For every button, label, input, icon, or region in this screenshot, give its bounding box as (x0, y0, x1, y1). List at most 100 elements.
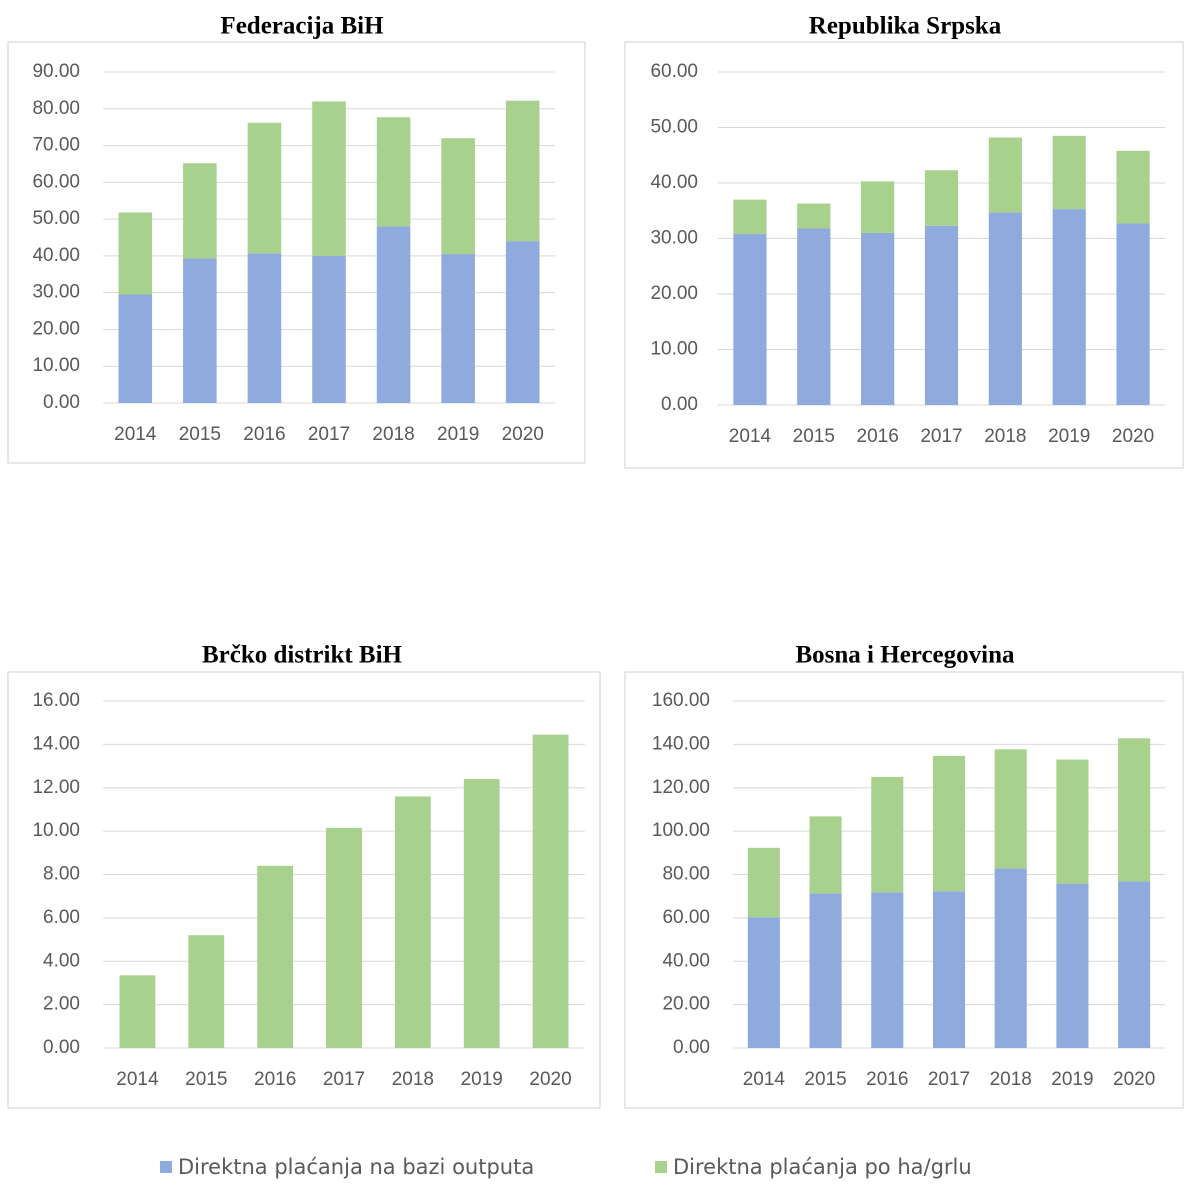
y-tick-label: 0.00 (43, 1037, 80, 1058)
bar-segment (441, 254, 475, 403)
bar-segment (183, 163, 217, 259)
y-tick-label: 20.00 (662, 994, 710, 1015)
bar-segment (118, 294, 153, 403)
y-tick-label: 70.00 (32, 135, 80, 156)
bar-segment (797, 203, 831, 229)
x-tick-label: 2014 (114, 424, 157, 445)
x-tick-label: 2016 (254, 1069, 296, 1090)
x-tick-label: 2016 (243, 424, 285, 445)
bar-segment (1056, 883, 1089, 1048)
x-tick-label: 2015 (793, 426, 835, 447)
legend-swatch (160, 1161, 172, 1173)
x-tick-label: 2018 (372, 424, 414, 445)
x-tick-label: 2019 (461, 1069, 503, 1090)
bar-segment (1052, 135, 1086, 210)
y-tick-label: 8.00 (43, 864, 80, 885)
y-tick-label: 16.00 (32, 690, 80, 711)
bar-segment (463, 779, 500, 1048)
x-tick-label: 2014 (743, 1069, 786, 1090)
x-tick-label: 2018 (392, 1069, 434, 1090)
bar-segment (747, 917, 780, 1048)
x-tick-label: 2020 (1113, 1069, 1155, 1090)
bar-segment (394, 796, 431, 1048)
bar-segment (994, 749, 1027, 869)
y-tick-label: 60.00 (662, 907, 710, 928)
y-tick-label: 4.00 (43, 950, 80, 971)
bar-segment (119, 975, 156, 1048)
bar-segment (532, 734, 569, 1048)
legend-swatch (655, 1161, 667, 1173)
bar-segment (924, 170, 959, 226)
bar-segment (247, 122, 282, 254)
x-tick-label: 2018 (990, 1069, 1032, 1090)
x-tick-label: 2014 (116, 1069, 159, 1090)
y-tick-label: 60.00 (32, 171, 80, 192)
x-tick-label: 2015 (804, 1069, 846, 1090)
y-tick-label: 30.00 (650, 228, 698, 249)
bar-segment (932, 891, 966, 1048)
panel-frame (7, 41, 586, 464)
legend-label: Direktna plaćanja po ha/grlu (673, 1155, 972, 1179)
bar-segment (312, 255, 346, 403)
y-tick-label: 80.00 (32, 98, 80, 119)
bar-segment (809, 893, 842, 1048)
x-tick-label: 2015 (179, 424, 221, 445)
x-tick-label: 2015 (185, 1069, 227, 1090)
bar-segment (924, 225, 959, 405)
bar-segment (861, 232, 895, 405)
x-tick-label: 2016 (866, 1069, 908, 1090)
bar-segment (1056, 759, 1089, 884)
bar-segment (747, 847, 780, 918)
y-tick-label: 10.00 (32, 820, 80, 841)
x-tick-label: 2020 (1112, 426, 1154, 447)
bar-segment (871, 776, 904, 893)
chart-title: Brčko distrikt BiH (202, 642, 403, 669)
bar-segment (505, 100, 540, 242)
bar-segment (326, 827, 362, 1048)
y-tick-label: 140.00 (652, 733, 710, 754)
y-tick-label: 20.00 (32, 318, 80, 339)
y-tick-label: 120.00 (652, 777, 710, 798)
bar-segment (312, 101, 346, 256)
bar-segment (797, 228, 831, 405)
y-tick-label: 0.00 (673, 1037, 710, 1058)
y-tick-label: 2.00 (43, 994, 80, 1015)
y-tick-label: 100.00 (652, 820, 710, 841)
x-tick-label: 2017 (323, 1069, 365, 1090)
x-tick-label: 2017 (308, 424, 350, 445)
bar-segment (118, 212, 153, 295)
x-tick-label: 2020 (502, 424, 544, 445)
bar-segment (988, 137, 1022, 213)
chart-title: Bosna i Hercegovina (796, 642, 1015, 669)
legend-label: Direktna plaćanja na bazi outputa (178, 1155, 534, 1179)
x-tick-label: 2017 (928, 1069, 970, 1090)
y-tick-label: 160.00 (652, 690, 710, 711)
y-tick-label: 30.00 (32, 282, 80, 303)
chart-title: Republika Srpska (809, 13, 1002, 40)
y-tick-label: 6.00 (43, 907, 80, 928)
y-tick-label: 0.00 (661, 394, 698, 415)
y-tick-label: 14.00 (32, 733, 80, 754)
bar-segment (1052, 209, 1086, 405)
bar-segment (733, 199, 767, 235)
bar-segment (247, 253, 282, 403)
panel-frame (624, 671, 1184, 1109)
y-tick-label: 60.00 (650, 61, 698, 82)
y-tick-label: 20.00 (650, 283, 698, 304)
y-tick-label: 50.00 (650, 117, 698, 138)
y-tick-label: 40.00 (662, 950, 710, 971)
bar-segment (183, 258, 217, 403)
bar-segment (861, 181, 895, 233)
y-tick-label: 50.00 (32, 208, 80, 229)
panel-frame (624, 41, 1184, 469)
y-tick-label: 40.00 (32, 245, 80, 266)
x-tick-label: 2018 (984, 426, 1026, 447)
x-tick-label: 2020 (529, 1069, 571, 1090)
x-tick-label: 2016 (857, 426, 899, 447)
y-tick-label: 80.00 (662, 864, 710, 885)
y-tick-label: 12.00 (32, 777, 80, 798)
bar-segment (1118, 738, 1151, 882)
bar-segment (1116, 223, 1150, 405)
y-tick-label: 10.00 (32, 355, 80, 376)
bar-segment (376, 226, 411, 403)
